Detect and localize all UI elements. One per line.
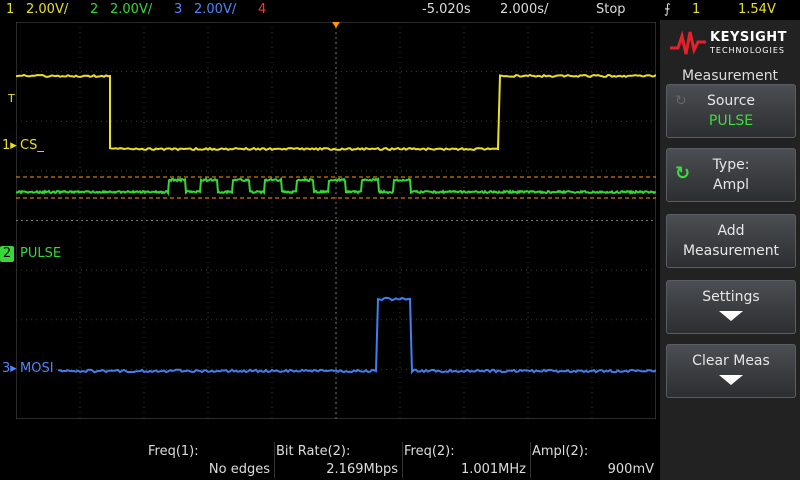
- ch2-ground-marker[interactable]: 2: [0, 246, 14, 262]
- measurement-freq1[interactable]: Freq(1): No edges: [146, 442, 274, 478]
- delay-readout[interactable]: -5.020s: [422, 0, 471, 20]
- clear-label: Clear Meas: [667, 353, 795, 369]
- brand-name: KEYSIGHT: [710, 30, 787, 45]
- type-value: Ampl: [667, 177, 795, 193]
- measurement-label: Bit Rate(2):: [276, 444, 350, 459]
- add-label-1: Add: [667, 223, 795, 239]
- add-label-2: Measurement: [667, 243, 795, 259]
- measurement-label: Freq(2):: [404, 444, 455, 459]
- measurement-label: Freq(1):: [148, 444, 199, 459]
- measurement-freq2[interactable]: Freq(2): 1.001MHz: [402, 442, 530, 478]
- panel-title: Measurement: [660, 68, 800, 84]
- ch1-number[interactable]: 1: [6, 0, 14, 20]
- ch4-number[interactable]: 4: [258, 0, 266, 20]
- settings-label: Settings: [667, 289, 795, 305]
- down-arrow-icon: [719, 311, 743, 321]
- add-measurement-softkey[interactable]: Add Measurement: [666, 214, 796, 268]
- measurement-value: No edges: [209, 462, 270, 477]
- trigger-level[interactable]: 1.54V: [738, 0, 776, 20]
- keysight-logo-icon: [668, 28, 708, 58]
- trigger-edge-icon: ⨍: [664, 0, 671, 20]
- type-label: Type:: [667, 157, 795, 173]
- ch3-number[interactable]: 3: [174, 0, 182, 20]
- type-softkey[interactable]: ↻ Type: Ampl: [666, 148, 796, 202]
- clear-meas-softkey[interactable]: Clear Meas: [666, 344, 796, 398]
- waveform-display[interactable]: [16, 22, 656, 419]
- keysight-logo: KEYSIGHT TECHNOLOGIES: [660, 26, 800, 66]
- source-label: Source: [667, 93, 795, 109]
- ch2-number[interactable]: 2: [90, 0, 98, 20]
- settings-softkey[interactable]: Settings: [666, 280, 796, 334]
- down-arrow-icon: [719, 375, 743, 385]
- source-value: PULSE: [667, 113, 795, 129]
- timebase-readout[interactable]: 2.000s/: [500, 0, 548, 20]
- measurement-value: 900mV: [608, 462, 654, 477]
- measurement-ampl2[interactable]: Ampl(2): 900mV: [530, 442, 658, 478]
- ch1-label: CS_: [20, 138, 44, 153]
- trigger-level-marker[interactable]: T: [8, 92, 15, 105]
- ch3-ground-marker[interactable]: 3▸: [2, 361, 17, 376]
- trigger-source[interactable]: 1: [692, 0, 700, 20]
- softkey-panel: KEYSIGHT TECHNOLOGIES Measurement ↻ Sour…: [660, 20, 800, 480]
- ch1-ground-marker[interactable]: 1▸: [2, 138, 17, 153]
- measurement-value: 1.001MHz: [461, 462, 526, 477]
- measurement-label: Ampl(2):: [532, 444, 588, 459]
- ch1-scale[interactable]: 2.00V/: [26, 0, 68, 20]
- measurement-bar: Freq(1): No edges Bit Rate(2): 2.169Mbps…: [0, 440, 660, 480]
- brand-sub: TECHNOLOGIES: [710, 46, 785, 55]
- run-state[interactable]: Stop: [596, 0, 626, 20]
- ch3-scale[interactable]: 2.00V/: [194, 0, 236, 20]
- ch3-label: MOSI: [20, 361, 54, 376]
- status-bar: 1 2.00V/ 2 2.00V/ 3 2.00V/ 4 -5.020s 2.0…: [0, 0, 800, 20]
- ch2-label: PULSE: [20, 246, 61, 261]
- measurement-bitrate2[interactable]: Bit Rate(2): 2.169Mbps: [274, 442, 402, 478]
- source-softkey[interactable]: ↻ Source PULSE: [666, 84, 796, 138]
- measurement-value: 2.169Mbps: [326, 462, 398, 477]
- ch2-scale[interactable]: 2.00V/: [110, 0, 152, 20]
